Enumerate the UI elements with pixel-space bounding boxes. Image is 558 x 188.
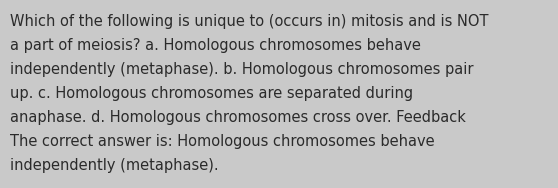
- Text: a part of meiosis? a. Homologous chromosomes behave: a part of meiosis? a. Homologous chromos…: [10, 38, 421, 53]
- Text: independently (metaphase). b. Homologous chromosomes pair: independently (metaphase). b. Homologous…: [10, 62, 474, 77]
- Text: independently (metaphase).: independently (metaphase).: [10, 158, 219, 173]
- Text: Which of the following is unique to (occurs in) mitosis and is NOT: Which of the following is unique to (occ…: [10, 14, 488, 29]
- Text: anaphase. d. Homologous chromosomes cross over. Feedback: anaphase. d. Homologous chromosomes cros…: [10, 110, 466, 125]
- Text: The correct answer is: Homologous chromosomes behave: The correct answer is: Homologous chromo…: [10, 134, 435, 149]
- Text: up. c. Homologous chromosomes are separated during: up. c. Homologous chromosomes are separa…: [10, 86, 413, 101]
